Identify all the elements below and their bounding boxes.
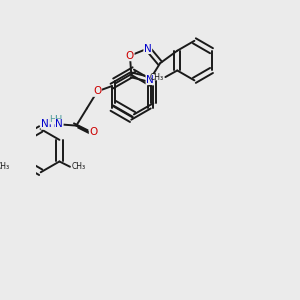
Text: CH₃: CH₃ (150, 73, 164, 82)
Text: CH₃: CH₃ (0, 162, 10, 171)
Text: N: N (144, 44, 152, 53)
Text: CH₃: CH₃ (71, 162, 85, 171)
Text: N: N (146, 74, 154, 85)
Text: NH: NH (41, 119, 56, 129)
Text: O: O (126, 51, 134, 61)
Text: N: N (55, 119, 63, 129)
Text: H: H (50, 115, 56, 124)
Text: O: O (93, 86, 101, 96)
Text: O: O (89, 127, 98, 137)
Text: H: H (56, 115, 63, 124)
